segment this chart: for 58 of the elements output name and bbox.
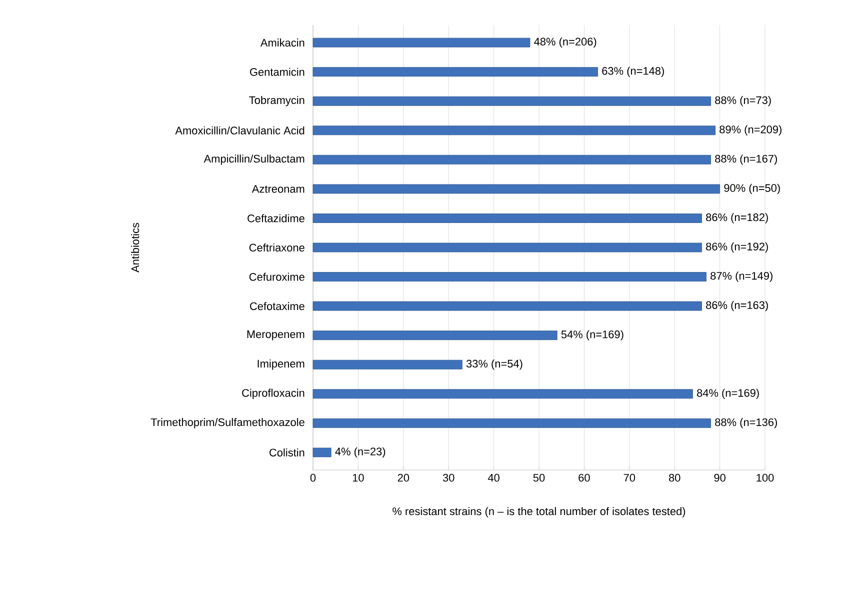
x-tick-label: 10 [352, 474, 364, 482]
y-axis-title: Antibiotics [131, 222, 140, 272]
data-label: 63% (n=148) [602, 66, 664, 77]
bar [312, 214, 702, 223]
bar [312, 38, 530, 48]
x-tick-label: 90 [714, 474, 726, 482]
bar [312, 418, 711, 428]
data-label: 54% (n=169) [561, 330, 624, 340]
bar [312, 360, 462, 370]
y-tick-label: Gentamicin [250, 68, 304, 76]
data-label: 86% (n=163) [706, 300, 768, 312]
y-tick-label: Ciprofloxacin [242, 388, 304, 399]
data-label: 89% (n=209) [720, 125, 782, 136]
data-label: 88% (n=136) [715, 418, 777, 428]
data-label: 88% (n=73) [715, 96, 771, 106]
y-tick-label: Meropenem [247, 330, 304, 340]
bar [312, 389, 693, 399]
data-label: 90% (n=50) [724, 184, 780, 194]
y-tick-label: Ceftriaxone [249, 243, 304, 252]
data-label: 33% (n=54) [466, 360, 522, 370]
x-tick-label: 30 [442, 474, 454, 482]
data-label: 86% (n=192) [706, 242, 768, 253]
x-tick-label: 60 [578, 474, 590, 482]
y-tick-label: Amoxicillin/Clavulanic Acid [175, 126, 304, 134]
y-tick-label: Ampicillin/Sulbactam [204, 154, 304, 165]
x-tick-label: 20 [398, 474, 410, 482]
bar [312, 448, 332, 458]
x-axis-title: % resistant strains (n – is the total number of isolates tested) [392, 507, 686, 518]
bar [312, 67, 598, 77]
y-tick-label: Tobramycin [249, 96, 304, 106]
data-label: 48% (n=206) [534, 37, 596, 48]
x-tick-label: 40 [488, 474, 500, 482]
data-label: 86% (n=182) [706, 213, 768, 224]
y-tick-label: Ceftazidime [248, 214, 304, 222]
x-tick-label: 70 [624, 474, 636, 482]
bar [312, 301, 702, 311]
y-tick-label: Colistin [270, 448, 304, 456]
x-tick-label: 0 [310, 474, 316, 482]
data-label: 88% (n=167) [715, 154, 777, 165]
bar [312, 126, 716, 136]
data-label: 4% (n=23) [335, 447, 386, 458]
bar [312, 242, 702, 252]
y-tick-label: Imipenem [258, 360, 304, 370]
bar [312, 272, 706, 282]
bar [312, 96, 711, 106]
data-label: 87% (n=149) [710, 272, 772, 282]
x-tick-label: 50 [533, 474, 545, 482]
y-tick-label: Cefuroxime [249, 272, 304, 281]
bar [312, 154, 711, 164]
x-tick-label: 80 [668, 474, 680, 482]
y-tick-label: Trimethoprim/Sulfamethoxazole [150, 418, 304, 428]
data-label: 84% (n=169) [697, 388, 759, 399]
y-tick-label: Aztreonam [252, 185, 304, 193]
bar [312, 184, 720, 194]
y-tick-label: Cefotaxime [250, 302, 304, 310]
y-tick-label: Amikacin [260, 38, 304, 47]
bar [312, 330, 558, 340]
x-tick-label: 100 [756, 474, 774, 482]
